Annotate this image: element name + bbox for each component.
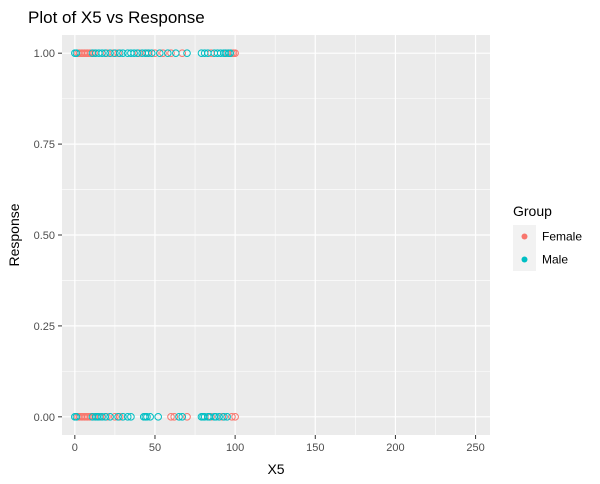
point-male	[127, 413, 135, 421]
point-female	[183, 413, 191, 421]
point-male	[111, 49, 119, 57]
point-male	[115, 49, 124, 57]
x-tick-label: 0	[72, 442, 78, 454]
point-female	[231, 413, 239, 421]
x-tick-label: 50	[149, 442, 161, 454]
point-male	[119, 49, 127, 57]
grid-lines	[62, 35, 490, 435]
point-male	[106, 413, 114, 421]
point-female	[170, 413, 179, 421]
point-male	[98, 413, 106, 421]
x-axis-title: X5	[267, 461, 284, 477]
y-tick-label: 1.00	[34, 48, 55, 60]
y-tick-label: 0.25	[34, 321, 55, 333]
legend-swatch-female	[521, 233, 528, 240]
point-male	[155, 49, 164, 57]
legend-title: Group	[513, 203, 552, 219]
y-axis: 0.00 0.25 0.50 0.75 1.00	[34, 48, 62, 424]
point-male	[175, 413, 183, 421]
x-tick-label: 250	[466, 442, 484, 454]
point-male	[223, 413, 231, 421]
point-female	[111, 413, 119, 421]
point-male	[216, 49, 225, 57]
legend-label-male: Male	[542, 253, 568, 267]
point-male	[154, 413, 162, 421]
point-male	[200, 49, 209, 57]
legend-swatch-male	[521, 256, 528, 263]
point-male	[178, 413, 187, 421]
point-male	[143, 413, 151, 421]
data-points	[71, 49, 239, 421]
point-male	[119, 413, 127, 421]
y-tick-label: 0.75	[34, 139, 55, 151]
point-male	[72, 413, 81, 421]
point-male	[146, 413, 154, 421]
point-female	[167, 413, 175, 421]
point-male	[106, 49, 114, 57]
x-axis: 0 50 100 150 200 250	[72, 435, 485, 454]
point-male	[183, 49, 191, 57]
chart-title: Plot of X5 vs Response	[28, 8, 205, 27]
point-male	[226, 49, 235, 57]
point-male	[72, 49, 81, 57]
point-male	[215, 413, 223, 421]
point-female	[167, 49, 175, 57]
point-male	[101, 49, 110, 57]
legend: Group Female Male	[513, 203, 582, 271]
x-tick-label: 100	[226, 442, 244, 454]
point-male	[220, 413, 228, 421]
point-male	[133, 49, 142, 57]
y-tick-label: 0.50	[34, 230, 55, 242]
point-male	[163, 49, 172, 57]
point-male	[98, 49, 106, 57]
point-male	[123, 413, 132, 421]
y-tick-label: 0.00	[34, 412, 55, 424]
point-male	[221, 49, 230, 57]
point-male	[172, 49, 180, 57]
point-male	[114, 413, 122, 421]
legend-label-female: Female	[542, 230, 582, 244]
point-female	[159, 49, 167, 57]
point-female	[228, 413, 236, 421]
point-male	[130, 49, 138, 57]
point-male	[144, 49, 153, 57]
x-tick-label: 150	[306, 442, 324, 454]
point-male	[200, 413, 209, 421]
y-axis-title: Response	[6, 203, 22, 266]
point-male	[147, 49, 156, 57]
x-tick-label: 200	[386, 442, 404, 454]
point-male	[212, 413, 220, 421]
point-male	[101, 413, 110, 421]
